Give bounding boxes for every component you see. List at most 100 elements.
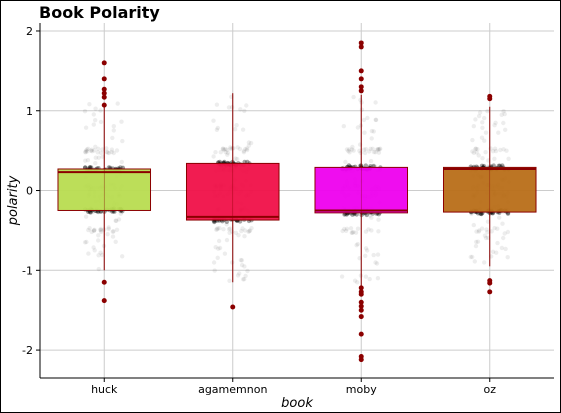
jitter-point bbox=[235, 273, 241, 278]
jitter-point bbox=[492, 156, 497, 161]
jitter-point bbox=[235, 145, 240, 150]
jitter-point bbox=[96, 155, 102, 160]
jitter-point bbox=[113, 239, 118, 244]
jitter-point bbox=[100, 252, 105, 258]
jitter-point bbox=[343, 228, 349, 233]
jitter-point bbox=[470, 149, 475, 154]
jitter-point bbox=[499, 112, 504, 118]
jitter-point bbox=[120, 138, 125, 144]
jitter-point bbox=[96, 146, 101, 151]
outlier-point bbox=[101, 94, 107, 100]
jitter-point bbox=[361, 117, 367, 123]
jitter-point bbox=[100, 154, 105, 159]
jitter-point bbox=[350, 144, 355, 150]
jitter-point bbox=[87, 226, 92, 231]
jitter-point bbox=[226, 227, 232, 232]
jitter-point bbox=[91, 245, 96, 250]
jitter-point bbox=[492, 225, 497, 231]
jitter-point bbox=[470, 254, 475, 260]
jitter-point bbox=[470, 137, 475, 143]
jitter-point bbox=[475, 239, 481, 244]
jitter-point bbox=[502, 231, 507, 236]
jitter-point bbox=[497, 215, 502, 220]
jitter-point bbox=[95, 150, 100, 155]
jitter-point bbox=[350, 230, 355, 235]
outlier-point bbox=[358, 285, 364, 291]
jitter-point bbox=[227, 278, 232, 283]
jitter-point bbox=[119, 119, 124, 124]
jitter-point bbox=[489, 229, 494, 234]
jitter-point bbox=[469, 211, 474, 216]
jitter-point bbox=[482, 260, 487, 265]
jitter-point bbox=[493, 120, 498, 126]
outlier-point bbox=[358, 299, 364, 305]
jitter-point bbox=[91, 112, 97, 117]
jitter-point bbox=[88, 148, 94, 153]
jitter-point bbox=[475, 147, 480, 152]
jitter-point bbox=[93, 155, 99, 160]
jitter-point bbox=[482, 233, 488, 238]
jitter-point bbox=[213, 150, 218, 155]
jitter-point bbox=[506, 156, 511, 161]
jitter-point bbox=[498, 147, 503, 153]
jitter-point bbox=[83, 150, 88, 155]
jitter-point bbox=[342, 212, 347, 217]
jitter-point bbox=[340, 228, 345, 234]
jitter-point bbox=[225, 150, 231, 155]
jitter-point bbox=[482, 138, 487, 143]
box-moby bbox=[314, 40, 409, 363]
jitter-point bbox=[363, 146, 369, 152]
jitter-point bbox=[492, 146, 498, 151]
jitter-point bbox=[84, 239, 89, 245]
jitter-point bbox=[369, 215, 374, 220]
jitter-point bbox=[96, 266, 102, 272]
jitter-point bbox=[92, 148, 97, 153]
jitter-point bbox=[223, 146, 228, 152]
jitter-point bbox=[110, 234, 116, 239]
jitter-point bbox=[224, 237, 230, 243]
jitter-point bbox=[501, 109, 506, 114]
jitter-point bbox=[111, 124, 117, 129]
jitter-point bbox=[230, 260, 235, 265]
jitter-point bbox=[86, 146, 91, 151]
jitter-point bbox=[341, 124, 346, 129]
outlier-point bbox=[101, 90, 107, 96]
jitter-point bbox=[373, 117, 378, 123]
jitter-point bbox=[242, 277, 247, 282]
jitter-point bbox=[228, 145, 233, 150]
jitter-point bbox=[215, 125, 220, 131]
jitter-point bbox=[98, 150, 104, 155]
jitter-point bbox=[244, 146, 250, 151]
jitter-point bbox=[221, 227, 226, 232]
jitter-point bbox=[355, 241, 360, 247]
jitter-point bbox=[93, 118, 98, 123]
jitter-point bbox=[368, 158, 374, 164]
jitter-point bbox=[110, 229, 116, 234]
jitter-point bbox=[223, 149, 228, 155]
jitter-point bbox=[104, 149, 110, 155]
jitter-point bbox=[91, 122, 97, 127]
jitter-point bbox=[349, 230, 354, 235]
jitter-point bbox=[376, 217, 381, 222]
outlier-point bbox=[358, 44, 364, 50]
jitter-point bbox=[503, 127, 508, 132]
outlier-point bbox=[358, 307, 364, 313]
x-tick-label: moby bbox=[346, 383, 377, 396]
jitter-point bbox=[479, 211, 484, 216]
jitter-point bbox=[471, 222, 476, 228]
jitter-point bbox=[217, 226, 222, 231]
jitter-point bbox=[96, 233, 101, 238]
jitter-point bbox=[476, 153, 481, 158]
jitter-point bbox=[367, 149, 372, 154]
box-oz bbox=[442, 93, 537, 295]
outlier-point bbox=[101, 76, 107, 82]
axes: 2 1 0 -1 -2 huck agamemnon moby oz book polarity bbox=[6, 23, 554, 411]
jitter-point bbox=[373, 100, 378, 105]
jitter-point bbox=[106, 225, 111, 230]
jitter-point bbox=[237, 146, 243, 152]
jitter-point bbox=[471, 124, 476, 129]
jitter-point bbox=[342, 226, 347, 232]
jitter-point bbox=[371, 163, 376, 168]
jitter-point bbox=[238, 107, 243, 112]
